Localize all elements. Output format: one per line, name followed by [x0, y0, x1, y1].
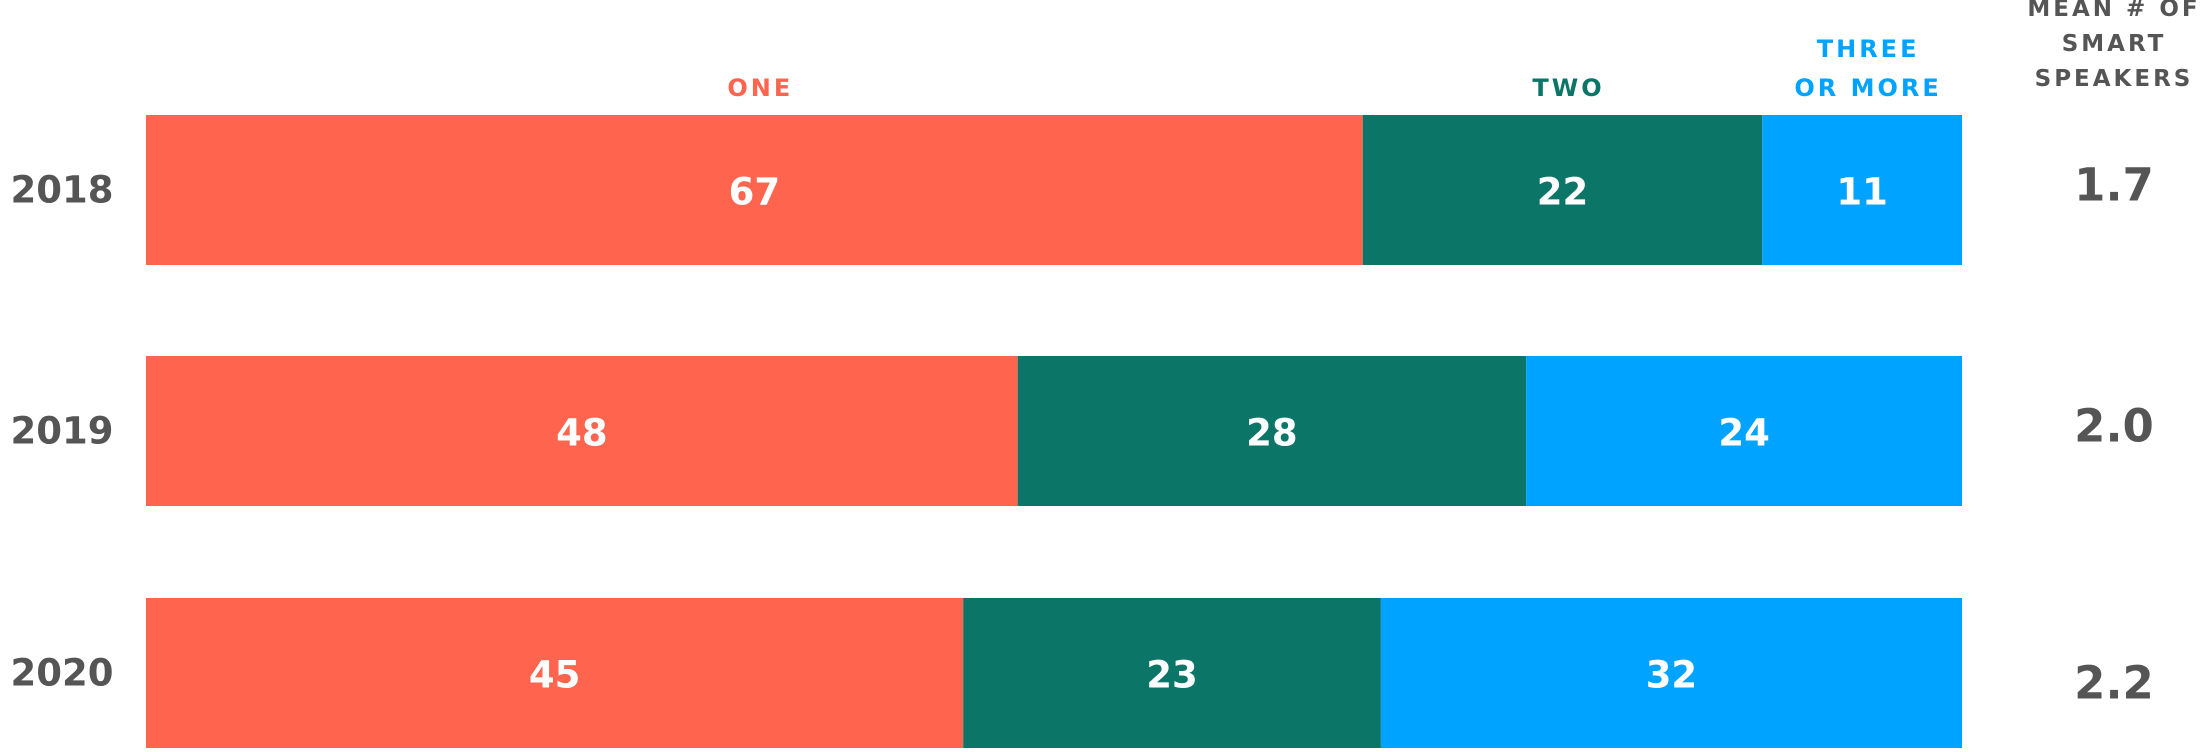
bar-segment [146, 598, 964, 748]
bar-value-label: 67 [729, 171, 781, 214]
bar-segment [1362, 115, 1763, 265]
bar-value-label: 28 [1246, 412, 1298, 455]
bar-segment [963, 598, 1381, 748]
bar-segment [1526, 356, 1962, 506]
year-label: 2019 [11, 410, 114, 453]
bar-value-label: 22 [1537, 171, 1589, 214]
mean-value: 2.2 [2074, 657, 2154, 710]
legend-label: TWO [1532, 74, 1605, 102]
legend-label: THREE OR MORE [1794, 35, 1942, 102]
bar-value-label: 32 [1646, 654, 1698, 697]
year-label: 2020 [11, 652, 114, 695]
bar-value-label: 45 [529, 654, 581, 697]
bar-segment [1017, 356, 1527, 506]
bar-segment [146, 115, 1363, 265]
legend-label: ONE [727, 74, 794, 102]
bar-segment [146, 356, 1018, 506]
year-label: 2018 [11, 169, 114, 212]
mean-title: MEAN # OF SMART SPEAKERS [2027, 0, 2201, 92]
mean-value: 1.7 [2074, 159, 2154, 212]
bar-segment [1762, 115, 1962, 265]
bar-value-label: 48 [556, 412, 608, 455]
mean-value: 2.0 [2074, 400, 2154, 453]
bar-value-label: 23 [1146, 654, 1198, 697]
bar-value-label: 24 [1718, 412, 1770, 455]
bar-segment [1380, 598, 1962, 748]
bar-value-label: 11 [1836, 171, 1888, 214]
